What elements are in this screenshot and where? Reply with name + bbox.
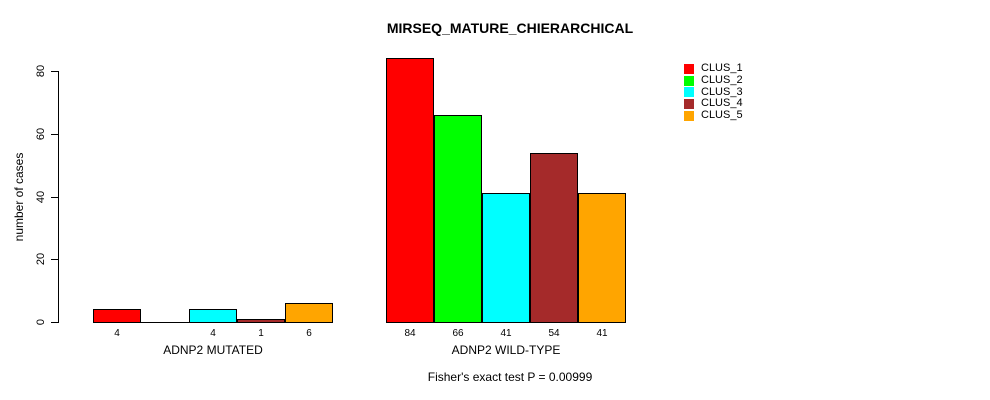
bar-value-label: 41 xyxy=(596,328,608,339)
legend-label: CLUS_3 xyxy=(701,85,743,98)
legend-item-clus-1: CLUS_1 xyxy=(684,63,743,75)
bar-value-label: 41 xyxy=(500,328,512,339)
y-tick xyxy=(51,71,58,72)
legend-swatch-clus-4 xyxy=(684,98,694,109)
bar-value-label: 84 xyxy=(404,328,416,339)
bar-value-label: 4 xyxy=(114,328,120,339)
legend-swatch-clus-1 xyxy=(684,63,694,74)
y-tick-label: 40 xyxy=(35,190,47,203)
bar-clus-4-adnp2-wild-type xyxy=(530,153,578,323)
y-tick-label: 20 xyxy=(35,253,47,266)
legend-item-clus-5: CLUS_5 xyxy=(684,110,743,122)
bar-value-label: 1 xyxy=(258,328,264,339)
bar-clus-1-adnp2-mutated xyxy=(93,309,141,323)
bar-value-label: 54 xyxy=(548,328,560,339)
legend-swatch-clus-5 xyxy=(684,110,694,121)
bar-value-label: 6 xyxy=(306,328,312,339)
legend: CLUS_1 CLUS_2 CLUS_3 CLUS_4 CLUS_5 xyxy=(684,63,743,121)
legend-swatch-clus-3 xyxy=(684,87,694,98)
y-tick-label: 80 xyxy=(35,64,47,78)
y-tick xyxy=(51,196,58,198)
bar-clus-3-adnp2-wild-type xyxy=(482,193,530,323)
bar-clus-5-adnp2-mutated xyxy=(285,303,333,323)
chart-title: MIRSEQ_MATURE_CHIERARCHICAL xyxy=(386,20,634,36)
y-tick xyxy=(51,133,58,135)
legend-label: CLUS_4 xyxy=(701,97,743,110)
group-label-adnp2-mutated: ADNP2 MUTATED xyxy=(163,343,263,357)
y-tick xyxy=(51,259,58,261)
bar-clus-1-adnp2-wild-type xyxy=(386,58,434,323)
bar-clus-5-adnp2-wild-type xyxy=(578,193,626,323)
y-axis xyxy=(58,71,59,323)
bar-clus-4-adnp2-mutated xyxy=(237,319,285,323)
legend-label: CLUS_5 xyxy=(701,109,743,122)
legend-item-clus-4: CLUS_4 xyxy=(684,98,743,110)
y-tick-label: 60 xyxy=(35,127,47,140)
y-tick xyxy=(51,322,58,323)
bar-clus-3-adnp2-mutated xyxy=(189,309,237,323)
y-axis-title: number of cases xyxy=(12,152,26,242)
group-label-adnp2-wild-type: ADNP2 WILD-TYPE xyxy=(451,343,561,357)
bar-value-label: 66 xyxy=(452,328,464,339)
legend-label: CLUS_2 xyxy=(701,74,743,87)
legend-item-clus-3: CLUS_3 xyxy=(684,86,743,98)
legend-label: CLUS_1 xyxy=(701,62,743,75)
annotation-text: Fisher's exact test P = 0.00999 xyxy=(427,370,593,384)
legend-swatch-clus-2 xyxy=(684,75,694,86)
bar-value-label: 4 xyxy=(210,328,216,339)
y-tick-label: 0 xyxy=(35,318,47,326)
legend-item-clus-2: CLUS_2 xyxy=(684,75,743,87)
bar-clus-2-adnp2-wild-type xyxy=(434,115,482,323)
